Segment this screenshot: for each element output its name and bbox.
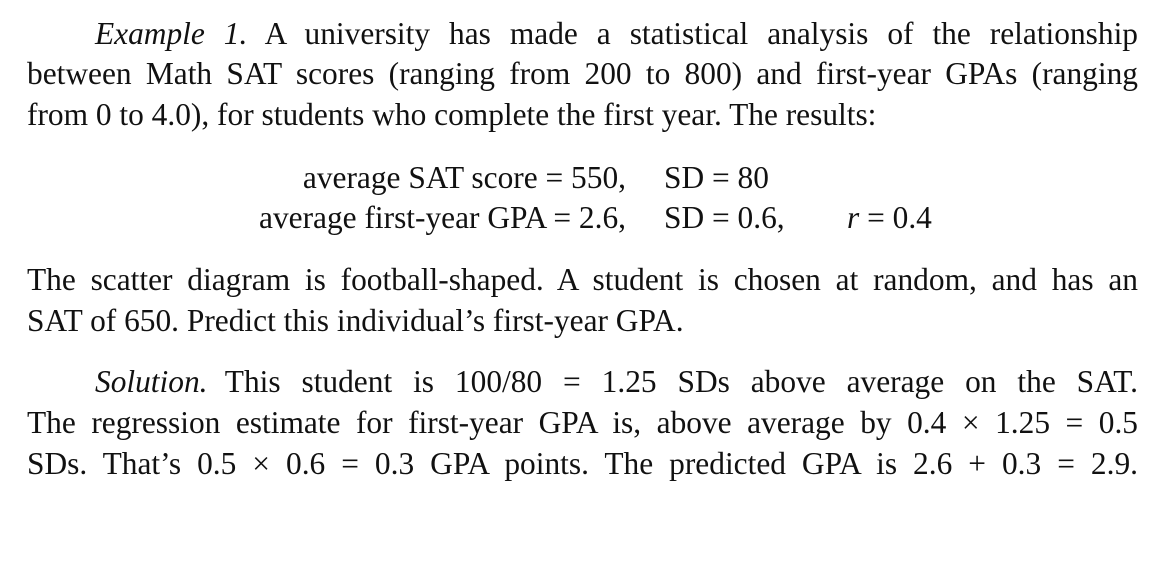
problem-line-1: The scatter diagram is football-shaped. … [27, 262, 1138, 297]
example-line-3: from 0 to 4.0), for students who complet… [27, 97, 877, 132]
example-label: Example 1. [95, 16, 248, 51]
solution-line-2: The regression estimate for first-year G… [27, 405, 1138, 440]
equation-gpa-sd: SD = 0.6, [664, 200, 785, 235]
solution-line-1: Solution. This student is 100/80 = 1.25 S… [95, 362, 1138, 402]
equation-sat-average: average SAT score = 550, [302, 160, 626, 195]
problem-line-2: SAT of 650. Predict this individual’s fi… [27, 303, 684, 338]
correlation-value: = 0.4 [859, 200, 932, 235]
equation-sat-sd: SD = 80 [664, 160, 769, 195]
equation-correlation: r = 0.4 [847, 198, 932, 238]
example-line-2: between Math SAT scores (ranging from 20… [27, 56, 1138, 91]
equation-gpa-average: average first-year GPA = 2.6, [259, 200, 626, 235]
solution-label: Solution. [95, 364, 208, 399]
example-text-1: A university has made a statistical anal… [264, 16, 1138, 51]
example-line-1: Example 1. A university has made a statis… [95, 14, 1138, 54]
solution-text-1: This student is 100/80 = 1.25 SDs above … [224, 364, 1138, 399]
correlation-symbol: r [847, 200, 860, 235]
solution-line-3: SDs. That’s 0.5 × 0.6 = 0.3 GPA points. … [27, 446, 1138, 481]
